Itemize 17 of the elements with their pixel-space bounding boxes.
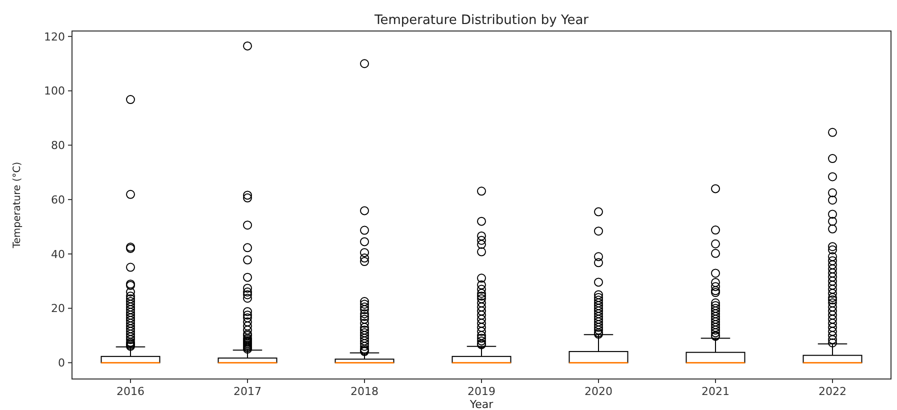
x-tick-label: 2020: [584, 385, 612, 398]
x-tick-label: 2019: [468, 385, 496, 398]
y-tick-label: 100: [44, 84, 65, 98]
chart-title: Temperature Distribution by Year: [373, 13, 590, 28]
y-tick-label: 20: [51, 302, 65, 316]
y-tick-label: 60: [51, 193, 65, 206]
y-tick-label: 120: [44, 30, 65, 44]
x-axis-title: Year: [468, 398, 494, 410]
x-tick-label: 2021: [702, 385, 730, 398]
y-axis-title: Temperature (°C): [12, 162, 23, 250]
y-tick-label: 80: [51, 139, 65, 152]
y-tick-label: 0: [58, 356, 65, 370]
x-tick-label: 2018: [350, 385, 378, 398]
x-tick-label: 2017: [234, 385, 262, 398]
y-tick-label: 40: [51, 248, 65, 261]
x-tick-label: 2022: [818, 385, 846, 398]
x-tick-label: 2016: [116, 385, 144, 398]
